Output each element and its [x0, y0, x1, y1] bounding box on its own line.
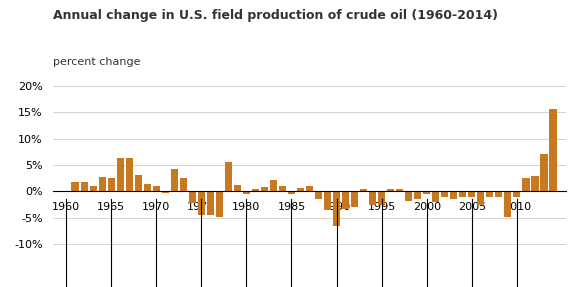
Bar [495, 191, 502, 197]
Bar [288, 191, 295, 194]
Bar [333, 191, 340, 226]
Bar [189, 191, 196, 203]
Bar [450, 191, 457, 199]
Bar [215, 191, 223, 217]
Bar [540, 154, 548, 191]
Bar [486, 191, 493, 197]
Bar [360, 189, 367, 191]
Bar [279, 186, 286, 191]
Bar [234, 185, 241, 191]
Bar [107, 178, 115, 191]
Bar [243, 191, 250, 194]
Bar [423, 191, 430, 194]
Bar [207, 191, 214, 215]
Bar [252, 189, 259, 191]
Bar [180, 178, 187, 191]
Bar [81, 182, 88, 191]
Bar [152, 186, 160, 191]
Bar [414, 191, 421, 199]
Bar [126, 158, 133, 191]
Text: percent change: percent change [53, 57, 140, 67]
Bar [351, 191, 358, 207]
Bar [459, 191, 467, 197]
Text: Annual change in U.S. field production of crude oil (1960-2014): Annual change in U.S. field production o… [53, 9, 498, 22]
Bar [405, 191, 412, 201]
Bar [71, 182, 79, 191]
Bar [432, 191, 439, 202]
Bar [369, 191, 376, 205]
Bar [504, 191, 512, 217]
Bar [522, 178, 530, 191]
Bar [550, 109, 557, 191]
Bar [261, 187, 268, 191]
Bar [387, 189, 394, 191]
Bar [99, 177, 106, 191]
Bar [171, 169, 178, 191]
Bar [134, 174, 142, 191]
Bar [162, 191, 169, 193]
Bar [270, 180, 277, 191]
Bar [225, 162, 232, 191]
Bar [441, 191, 449, 197]
Bar [396, 189, 404, 191]
Bar [342, 191, 349, 209]
Bar [315, 191, 322, 199]
Bar [198, 191, 205, 215]
Bar [117, 158, 124, 191]
Bar [306, 186, 313, 191]
Bar [324, 191, 331, 210]
Bar [513, 191, 520, 197]
Bar [378, 191, 385, 205]
Bar [297, 188, 304, 191]
Bar [531, 176, 538, 191]
Bar [144, 184, 151, 191]
Bar [468, 191, 475, 197]
Bar [89, 186, 97, 191]
Bar [477, 191, 485, 205]
